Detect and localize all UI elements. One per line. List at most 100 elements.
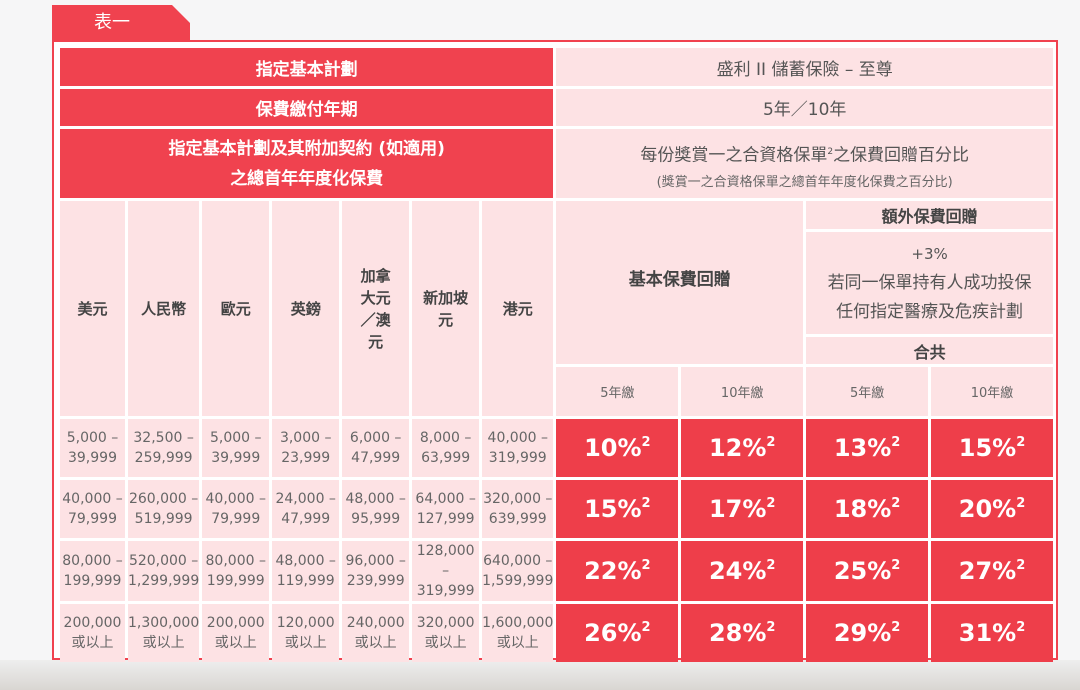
premium-range-text: 520,000 –: [128, 553, 199, 569]
premium-range-text: 260,000 –: [128, 491, 199, 507]
premium-range-text: 1,599,999: [482, 573, 554, 589]
premium-range-text: 40,000 –: [487, 430, 548, 446]
rebate-rate-cell: 31%2: [931, 604, 1053, 662]
footnote-mark: 2: [641, 558, 651, 573]
premium-range-cell: 80,000 – 199,999: [202, 541, 270, 601]
footnote-mark: 2: [891, 620, 901, 635]
premium-range-text: 5,000 –: [66, 430, 119, 446]
footnote-mark: 2: [641, 496, 651, 511]
premium-range-text: 519,999: [134, 511, 193, 527]
footnote-mark: 2: [891, 496, 901, 511]
premium-range-text: 96,000 –: [345, 553, 406, 569]
premium-range-text: 24,000 –: [275, 491, 336, 507]
premium-range-cell: 200,000 或以上: [202, 604, 270, 662]
premium-range-text: 127,999: [416, 511, 475, 527]
plan-label: 指定基本計劃: [60, 48, 554, 86]
rebate-rate-value: 18%: [833, 495, 892, 523]
rebate-rate-cell: 17%2: [681, 480, 804, 538]
footnote-mark: 2: [827, 147, 834, 158]
currency-header: 加拿大元／澳元: [342, 201, 410, 416]
premium-range-text: 320,000: [416, 615, 475, 631]
premium-range-text: 79,999: [211, 511, 261, 527]
rebate-rate-cell: 20%2: [931, 480, 1053, 538]
premium-range-text: 259,999: [134, 450, 193, 466]
premium-range-cell: 48,000 – 95,999: [342, 480, 410, 538]
premium-range-cell: 8,000 – 63,999: [412, 419, 480, 477]
premium-range-text: 或以上: [424, 635, 467, 651]
extra-rebate-line2: 任何指定醫療及危疾計劃: [836, 301, 1024, 322]
footnote-mark: 2: [891, 558, 901, 573]
premium-range-text: 或以上: [354, 635, 397, 651]
premium-range-text: 64,000 –: [415, 491, 476, 507]
rebate-rate-value: 15%: [584, 495, 642, 523]
premium-range-text: 40,000 –: [205, 491, 266, 507]
premium-header-line2: 之總首年年度化保費: [230, 168, 384, 189]
premium-range-text: 48,000 –: [275, 553, 336, 569]
premium-range-text: 319,999: [488, 450, 547, 466]
premium-range-text: 47,999: [351, 450, 401, 466]
premium-header: 指定基本計劃及其附加契約 (如適用) 之總首年年度化保費: [60, 129, 554, 198]
premium-range-text: 95,999: [351, 511, 401, 527]
premium-range-cell: 128,000 – 319,999: [412, 541, 480, 601]
premium-range-text: 200,000: [206, 615, 265, 631]
footnote-mark: 2: [891, 435, 901, 450]
premium-range-cell: 320,000 – 639,999: [482, 480, 554, 538]
rebate-table-frame: 指定基本計劃 盛利 II 儲蓄保險 – 至尊 保費繳付年期 5年／10年 指定基…: [52, 40, 1058, 662]
premium-header-line1: 指定基本計劃及其附加契約 (如適用): [168, 138, 445, 159]
premium-range-cell: 40,000 – 79,999: [60, 480, 125, 538]
premium-range-cell: 3,000 – 23,999: [272, 419, 340, 477]
total-header: 合共: [806, 337, 1053, 364]
premium-range-text: 1,299,999: [127, 573, 200, 589]
rebate-table: 指定基本計劃 盛利 II 儲蓄保險 – 至尊 保費繳付年期 5年／10年 指定基…: [57, 45, 1056, 665]
rebate-rate-value: 13%: [833, 434, 892, 462]
premium-range-text: 63,999: [421, 450, 471, 466]
premium-range-text: 119,999: [276, 573, 335, 589]
premium-range-text: 5,000 –: [209, 430, 262, 446]
currency-header: 新加坡元: [412, 201, 480, 416]
premium-range-text: 23,999: [281, 450, 331, 466]
footnote-mark: 2: [1016, 435, 1026, 450]
currency-header: 英鎊: [272, 201, 340, 416]
premium-range-cell: 80,000 – 199,999: [60, 541, 125, 601]
premium-range-cell: 640,000 – 1,599,999: [482, 541, 554, 601]
table-row: 200,000 或以上 1,300,000 或以上 200,000 或以上 120,000 或…: [60, 604, 1053, 662]
rebate-rate-value: 31%: [958, 619, 1017, 647]
premium-range-text: 或以上: [214, 635, 257, 651]
premium-range-cell: 24,000 – 47,999: [272, 480, 340, 538]
premium-range-text: 48,000 –: [345, 491, 406, 507]
rebate-rate-cell: 29%2: [806, 604, 929, 662]
rebate-rate-cell: 10%2: [556, 419, 679, 477]
rebate-rate-value: 25%: [833, 557, 892, 585]
premium-range-cell: 120,000 或以上: [272, 604, 340, 662]
term-header: 5年繳: [556, 367, 679, 416]
premium-range-cell: 96,000 – 239,999: [342, 541, 410, 601]
plan-value: 盛利 II 儲蓄保險 – 至尊: [556, 48, 1053, 86]
rebate-rate-cell: 12%2: [681, 419, 804, 477]
currency-header: 人民幣: [127, 201, 200, 416]
premium-range-cell: 520,000 – 1,299,999: [127, 541, 200, 601]
rebate-rate-cell: 28%2: [681, 604, 804, 662]
rebate-rate-cell: 15%2: [931, 419, 1053, 477]
premium-range-cell: 1,600,000 或以上: [482, 604, 554, 662]
rebate-rate-cell: 13%2: [806, 419, 929, 477]
premium-range-text: 79,999: [67, 511, 117, 527]
rebate-rate-value: 17%: [708, 495, 767, 523]
extra-rebate-header: 額外保費回贈: [806, 201, 1053, 229]
rebate-rate-value: 12%: [708, 434, 767, 462]
premium-range-text: 3,000 –: [279, 430, 332, 446]
premium-range-cell: 64,000 – 127,999: [412, 480, 480, 538]
currency-header: 美元: [60, 201, 125, 416]
premium-range-text: 639,999: [488, 511, 547, 527]
footnote-mark: 2: [1016, 496, 1026, 511]
premium-range-text: 或以上: [284, 635, 327, 651]
premium-range-text: 199,999: [206, 573, 265, 589]
term-header: 10年繳: [681, 367, 804, 416]
rebate-rate-value: 20%: [958, 495, 1017, 523]
premium-range-cell: 5,000 – 39,999: [60, 419, 125, 477]
premium-range-text: 40,000 –: [62, 491, 123, 507]
footnote-mark: 2: [766, 496, 776, 511]
premium-range-text: 80,000 –: [205, 553, 266, 569]
premium-range-text: 240,000: [346, 615, 405, 631]
footnote-mark: 2: [766, 558, 776, 573]
premium-range-text: 320,000 –: [483, 491, 553, 507]
